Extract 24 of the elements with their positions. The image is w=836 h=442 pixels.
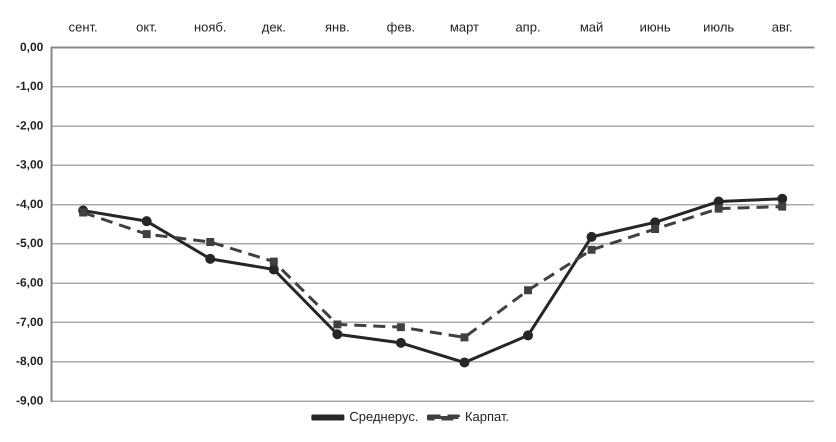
x-tick-label: май bbox=[580, 19, 604, 34]
x-tick-label: апр. bbox=[515, 19, 541, 34]
y-tick-label: -5,00 bbox=[16, 236, 44, 250]
y-tick-label: -9,00 bbox=[16, 393, 44, 408]
y-tick-label: 0,00 bbox=[20, 40, 44, 54]
x-tick-label: июнь bbox=[640, 19, 671, 34]
y-tick-label: -4,00 bbox=[16, 196, 44, 211]
x-tick-label: окт. bbox=[136, 19, 158, 34]
y-tick-label: -8,00 bbox=[16, 354, 44, 368]
legend-label: Среднерус. bbox=[349, 409, 418, 424]
x-tick-label: фев. bbox=[386, 19, 416, 34]
x-tick-label: сент. bbox=[68, 19, 98, 34]
y-tick-label: -1,00 bbox=[16, 79, 44, 94]
x-tick-label: дек. bbox=[262, 19, 286, 34]
x-tick-label: авг. bbox=[772, 19, 793, 34]
y-tick-label: -3,00 bbox=[16, 158, 44, 172]
y-tick-label: -6,00 bbox=[16, 276, 44, 290]
x-tick-label: нояб. bbox=[194, 19, 226, 34]
legend-label: Карпат. bbox=[464, 409, 510, 424]
x-tick-label: март bbox=[450, 19, 480, 34]
y-tick-label: -2,00 bbox=[16, 118, 44, 132]
x-tick-label: июль bbox=[703, 19, 734, 34]
x-tick-label: янв. bbox=[324, 19, 350, 34]
y-tick-label: -7,00 bbox=[16, 314, 44, 329]
